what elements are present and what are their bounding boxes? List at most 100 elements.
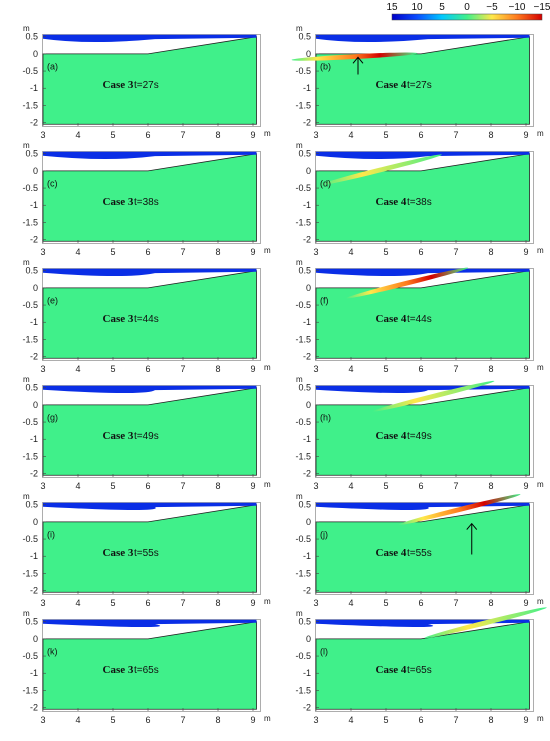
x-tick-label: 5 bbox=[110, 247, 115, 257]
x-tick-label: 5 bbox=[383, 715, 388, 725]
x-tick-label: 4 bbox=[75, 481, 80, 491]
x-tick-label: 8 bbox=[488, 715, 493, 725]
x-tick-label: 7 bbox=[453, 130, 458, 140]
y-tick-label: 0.5 bbox=[298, 266, 311, 276]
y-tick-label: -1.5 bbox=[295, 685, 311, 695]
colorbar: 15 10 5 0 −5 −10 −15 bbox=[386, 2, 550, 21]
time-label: t=38s bbox=[134, 197, 159, 208]
x-tick-label: 9 bbox=[250, 481, 255, 491]
y-tick-label: -2 bbox=[303, 469, 311, 479]
case-label: Case 4 bbox=[376, 196, 407, 208]
x-unit-label: m bbox=[537, 246, 544, 255]
y-tick-label: -1 bbox=[30, 200, 38, 210]
x-tick-label: 4 bbox=[348, 130, 353, 140]
x-tick-label: 7 bbox=[180, 247, 185, 257]
x-tick-label: 6 bbox=[145, 481, 150, 491]
y-tick-label: -2 bbox=[30, 586, 38, 596]
x-tick-label: 6 bbox=[418, 130, 423, 140]
x-tick-label: 3 bbox=[313, 481, 318, 491]
x-tick-label: 9 bbox=[523, 247, 528, 257]
x-tick-label: 4 bbox=[348, 598, 353, 608]
y-tick-label: -1.5 bbox=[22, 685, 38, 695]
y-tick-label: -1 bbox=[30, 317, 38, 327]
y-tick-label: -2 bbox=[30, 469, 38, 479]
x-tick-label: 4 bbox=[75, 247, 80, 257]
y-tick-label: -2 bbox=[303, 118, 311, 128]
y-tick-label: -1 bbox=[303, 668, 311, 678]
y-tick-label: 0.5 bbox=[298, 617, 311, 627]
x-tick-label: 9 bbox=[523, 715, 528, 725]
x-tick-label: 5 bbox=[110, 715, 115, 725]
x-tick-label: 4 bbox=[348, 364, 353, 374]
x-tick-label: 4 bbox=[348, 247, 353, 257]
x-tick-label: 8 bbox=[488, 481, 493, 491]
soil-domain bbox=[42, 387, 257, 476]
panel-label: (c) bbox=[47, 178, 58, 188]
panel-label: (b) bbox=[320, 61, 331, 71]
arrow-head bbox=[352, 56, 364, 64]
y-tick-label: -2 bbox=[303, 235, 311, 245]
x-tick-label: 8 bbox=[488, 130, 493, 140]
y-unit-label: m bbox=[296, 141, 303, 150]
panel-label: (e) bbox=[47, 295, 58, 305]
panel-label: (d) bbox=[320, 178, 331, 188]
soil-domain bbox=[42, 36, 257, 125]
soil-domain bbox=[42, 270, 257, 359]
soil-domain bbox=[315, 504, 530, 593]
y-tick-label: -0.5 bbox=[22, 651, 38, 661]
y-tick-label: 0 bbox=[33, 166, 38, 176]
y-unit-label: m bbox=[23, 258, 30, 267]
x-tick-label: 9 bbox=[250, 247, 255, 257]
y-tick-label: 0.5 bbox=[25, 383, 38, 393]
y-tick-label: 0 bbox=[33, 634, 38, 644]
y-tick-label: 0.5 bbox=[25, 266, 38, 276]
stress-band bbox=[398, 494, 521, 525]
colorbar-tick-label: 10 bbox=[411, 2, 423, 13]
x-tick-label: 9 bbox=[523, 598, 528, 608]
y-unit-label: m bbox=[23, 141, 30, 150]
case-label: Case 3 bbox=[103, 547, 134, 559]
x-tick-label: 5 bbox=[383, 364, 388, 374]
case-label: Case 4 bbox=[376, 547, 407, 559]
colorbar-tick-label: 15 bbox=[386, 2, 398, 13]
case-label: Case 4 bbox=[376, 430, 407, 442]
panel-label: (j) bbox=[320, 529, 328, 539]
soil-domain bbox=[42, 621, 257, 710]
y-tick-label: -1.5 bbox=[22, 568, 38, 578]
x-tick-label: 9 bbox=[523, 364, 528, 374]
y-tick-label: -1 bbox=[303, 200, 311, 210]
case-label: Case 3 bbox=[103, 664, 134, 676]
x-tick-label: 5 bbox=[383, 481, 388, 491]
colorbar-tick-label: −5 bbox=[486, 2, 498, 13]
x-tick-label: 9 bbox=[250, 715, 255, 725]
case-label: Case 4 bbox=[376, 313, 407, 325]
soil-domain bbox=[315, 621, 530, 710]
x-tick-label: 9 bbox=[523, 130, 528, 140]
water-layer bbox=[316, 151, 530, 160]
stress-band bbox=[291, 52, 418, 61]
stress-band bbox=[319, 154, 442, 186]
x-unit-label: m bbox=[537, 129, 544, 138]
x-unit-label: m bbox=[264, 597, 271, 606]
y-tick-label: -1.5 bbox=[22, 334, 38, 344]
x-tick-label: 7 bbox=[453, 364, 458, 374]
panel-label: (h) bbox=[320, 412, 331, 422]
x-unit-label: m bbox=[264, 480, 271, 489]
time-label: t=65s bbox=[407, 665, 432, 676]
y-tick-label: -2 bbox=[303, 352, 311, 362]
y-tick-label: 0 bbox=[306, 634, 311, 644]
x-tick-label: 6 bbox=[418, 598, 423, 608]
y-tick-label: 0.5 bbox=[298, 149, 311, 159]
x-tick-label: 9 bbox=[250, 364, 255, 374]
x-tick-label: 7 bbox=[453, 715, 458, 725]
x-tick-label: 4 bbox=[75, 130, 80, 140]
time-label: t=44s bbox=[134, 314, 159, 325]
x-unit-label: m bbox=[537, 714, 544, 723]
